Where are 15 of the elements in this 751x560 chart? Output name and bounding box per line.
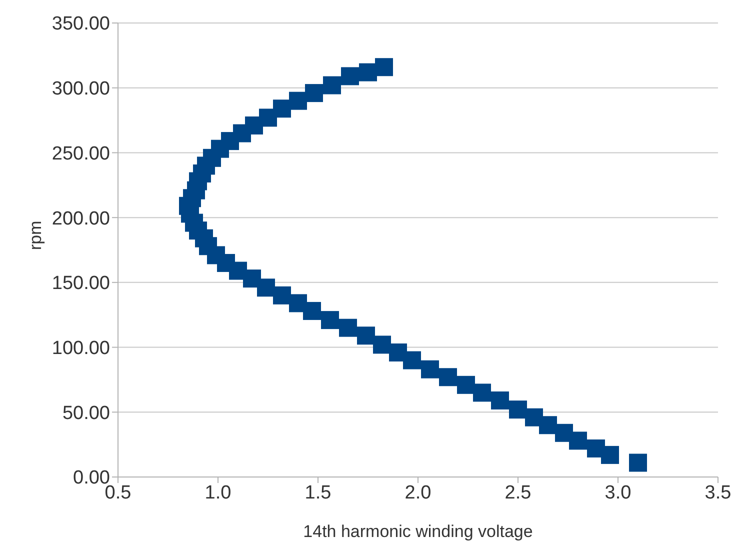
y-tick-label: 300.00 bbox=[52, 78, 110, 100]
y-tick-label: 100.00 bbox=[52, 338, 110, 360]
y-tick-label: 150.00 bbox=[52, 273, 110, 294]
x-tick-label: 2.5 bbox=[504, 482, 532, 504]
x-tick-label: 3.0 bbox=[604, 482, 632, 504]
x-tick-label: 2.0 bbox=[404, 482, 432, 504]
y-tick-label: 50.00 bbox=[62, 402, 110, 424]
y-tick-label: 250.00 bbox=[52, 143, 110, 164]
y-tick-label: 350.00 bbox=[52, 14, 110, 35]
x-tick-label: 1.5 bbox=[304, 482, 332, 504]
x-axis-title: 14th harmonic winding voltage bbox=[303, 522, 533, 541]
y-axis-title: rpm bbox=[26, 220, 46, 250]
x-tick-label: 3.5 bbox=[704, 482, 732, 504]
x-tick-label: 1.0 bbox=[204, 482, 232, 504]
y-tick-label: 200.00 bbox=[52, 208, 110, 230]
